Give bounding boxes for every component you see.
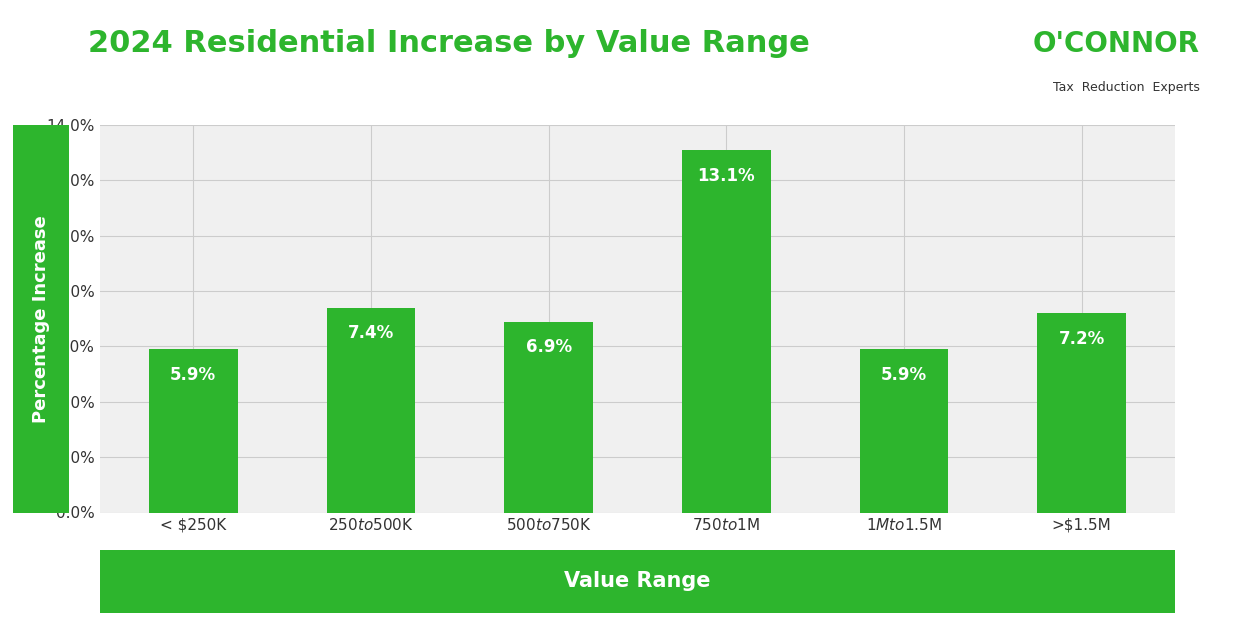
Text: 7.2%: 7.2% xyxy=(1059,330,1105,348)
Text: 7.4%: 7.4% xyxy=(348,324,394,342)
Bar xyxy=(682,150,771,512)
Text: 5.9%: 5.9% xyxy=(881,366,928,384)
Bar xyxy=(326,308,415,512)
Text: 13.1%: 13.1% xyxy=(698,166,755,184)
Bar xyxy=(504,321,592,512)
Text: 6.9%: 6.9% xyxy=(525,338,571,356)
Bar xyxy=(149,349,238,512)
Text: Value Range: Value Range xyxy=(564,571,711,591)
Text: 2024 Residential Increase by Value Range: 2024 Residential Increase by Value Range xyxy=(88,29,809,58)
Text: O'CONNOR: O'CONNOR xyxy=(1032,30,1200,58)
Bar xyxy=(1038,313,1126,512)
Text: 5.9%: 5.9% xyxy=(170,366,216,384)
Text: Percentage Increase: Percentage Increase xyxy=(31,215,50,422)
Bar xyxy=(860,349,949,512)
Text: Tax  Reduction  Experts: Tax Reduction Experts xyxy=(1052,81,1200,94)
